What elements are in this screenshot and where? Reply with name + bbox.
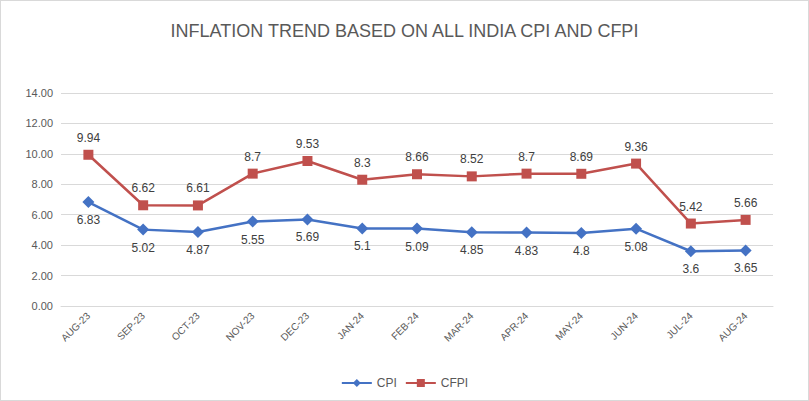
svg-text:12.00: 12.00 <box>25 117 53 129</box>
svg-text:3.6: 3.6 <box>683 262 700 276</box>
svg-text:4.8: 4.8 <box>573 244 590 258</box>
svg-text:CFPI: CFPI <box>441 376 468 390</box>
svg-text:MAY-24: MAY-24 <box>553 310 585 342</box>
svg-text:NOV-23: NOV-23 <box>224 310 257 343</box>
svg-text:8.7: 8.7 <box>244 150 261 164</box>
svg-text:9.53: 9.53 <box>296 137 320 151</box>
svg-text:CPI: CPI <box>377 376 397 390</box>
svg-text:MAR-24: MAR-24 <box>442 310 476 344</box>
svg-text:6.62: 6.62 <box>131 181 155 195</box>
svg-text:5.08: 5.08 <box>624 240 648 254</box>
svg-text:AUG-24: AUG-24 <box>716 310 750 344</box>
svg-text:9.94: 9.94 <box>77 131 101 145</box>
svg-text:JUL-24: JUL-24 <box>664 310 695 341</box>
svg-text:8.52: 8.52 <box>460 152 484 166</box>
svg-text:10.00: 10.00 <box>25 148 53 160</box>
svg-text:JAN-24: JAN-24 <box>335 310 367 342</box>
svg-text:8.00: 8.00 <box>32 178 53 190</box>
svg-text:5.09: 5.09 <box>405 240 429 254</box>
svg-text:5.55: 5.55 <box>241 233 265 247</box>
svg-text:8.69: 8.69 <box>570 150 594 164</box>
svg-text:8.66: 8.66 <box>405 150 429 164</box>
svg-text:APR-24: APR-24 <box>498 310 531 343</box>
svg-text:4.83: 4.83 <box>515 244 539 258</box>
svg-text:OCT-23: OCT-23 <box>169 310 202 343</box>
svg-text:2.00: 2.00 <box>32 270 53 282</box>
svg-text:5.1: 5.1 <box>354 239 371 253</box>
svg-text:SEP-23: SEP-23 <box>115 310 147 342</box>
svg-text:0.00: 0.00 <box>32 300 53 312</box>
svg-text:INFLATION TREND BASED ON ALL I: INFLATION TREND BASED ON ALL INDIA CPI A… <box>171 21 639 41</box>
svg-text:5.66: 5.66 <box>734 196 758 210</box>
svg-text:JUN-24: JUN-24 <box>608 310 640 342</box>
svg-text:6.00: 6.00 <box>32 209 53 221</box>
svg-text:5.69: 5.69 <box>296 230 320 244</box>
svg-text:9.36: 9.36 <box>624 140 648 154</box>
svg-text:5.02: 5.02 <box>131 241 155 255</box>
svg-text:14.00: 14.00 <box>25 87 53 99</box>
svg-text:8.7: 8.7 <box>518 150 535 164</box>
svg-text:3.65: 3.65 <box>734 261 758 275</box>
svg-text:8.3: 8.3 <box>354 156 371 170</box>
svg-text:4.85: 4.85 <box>460 243 484 257</box>
svg-text:4.87: 4.87 <box>186 243 210 257</box>
svg-text:AUG-23: AUG-23 <box>59 310 93 344</box>
svg-text:4.00: 4.00 <box>32 239 53 251</box>
svg-text:6.83: 6.83 <box>77 213 101 227</box>
svg-text:6.61: 6.61 <box>186 181 210 195</box>
svg-text:5.42: 5.42 <box>679 200 703 214</box>
svg-text:FEB-24: FEB-24 <box>389 310 421 342</box>
svg-text:DEC-23: DEC-23 <box>278 310 311 343</box>
